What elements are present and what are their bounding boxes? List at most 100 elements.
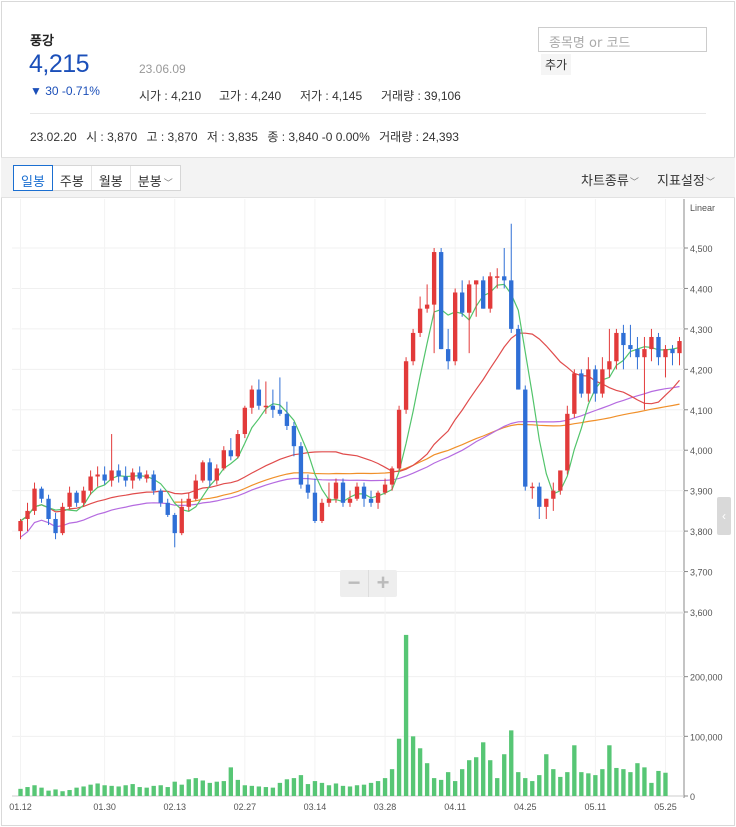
volume-bar <box>537 775 542 796</box>
x-tick-label: 02.27 <box>234 802 257 812</box>
candle-body <box>74 492 79 503</box>
volume-bar <box>123 785 128 796</box>
volume-bar <box>291 778 297 796</box>
candle-body <box>656 336 661 358</box>
candle-body <box>474 280 479 285</box>
candle-body <box>663 349 668 358</box>
high-value: 4,240 <box>251 89 282 103</box>
search-input[interactable]: 종목명 or 코드 <box>538 27 707 52</box>
volume-bar <box>502 754 507 796</box>
volume-bar <box>516 772 521 796</box>
header-divider <box>30 113 706 114</box>
volume-bar <box>158 785 163 796</box>
add-button[interactable]: 추가 <box>541 54 572 75</box>
volume-tick-label: 0 <box>690 792 695 802</box>
candle-body <box>186 498 191 507</box>
volume-bar <box>481 742 486 796</box>
candle-body <box>481 280 486 309</box>
tab-daily[interactable]: 일봉 <box>13 165 53 191</box>
volume-bar <box>424 763 430 796</box>
volume-bar <box>403 634 409 796</box>
volume-tick-label: 100,000 <box>690 732 723 742</box>
volume-bar <box>151 785 156 796</box>
volume-bar <box>523 778 528 796</box>
candle-body <box>200 462 205 481</box>
volume-bar <box>270 787 276 796</box>
chevron-left-icon: ‹ <box>722 509 726 523</box>
hover-open: 시 : 3,870 <box>86 130 138 144</box>
volume-bar <box>67 790 72 796</box>
candle-body <box>396 409 402 469</box>
volume-bar <box>614 767 619 796</box>
volume-value: 39,106 <box>424 89 461 103</box>
candle-body <box>46 498 51 519</box>
candle-body <box>158 490 163 503</box>
volume-bar <box>544 754 549 796</box>
hover-close: 종 : 3,840 -0 0.00% <box>267 130 370 144</box>
volume-bar <box>579 772 584 796</box>
candle-body <box>67 492 72 507</box>
candle-body <box>537 486 542 507</box>
candle-body <box>417 308 423 333</box>
candle-body <box>263 405 269 408</box>
volume-bar <box>249 785 255 796</box>
volume-bar <box>452 781 458 796</box>
volume-bar <box>347 786 353 796</box>
candle-body <box>326 498 332 503</box>
zoom-in-button[interactable]: + <box>376 570 390 595</box>
volume-bar <box>137 787 142 796</box>
price-change: ▼ 30 -0.71% <box>30 84 100 98</box>
volume-bar <box>417 748 423 796</box>
candle-body <box>593 369 598 394</box>
volume-bar <box>172 781 177 796</box>
candle-body <box>60 506 65 534</box>
volume-bar <box>361 784 367 796</box>
hover-high: 고 : 3,870 <box>146 130 198 144</box>
candle-body <box>172 514 177 534</box>
stock-chart[interactable]: Linear 4,500 4,400 4,300 4,200 4,100 4,000 3,90… <box>0 199 736 827</box>
indicator-menu[interactable]: 지표설정﹀ <box>657 170 715 189</box>
hover-info-line: 23.02.20 시 : 3,870 고 : 3,870 저 : 3,835 종… <box>30 128 465 145</box>
volume-bar <box>109 785 114 796</box>
chart-type-menu[interactable]: 차트종류﹀ <box>581 170 639 189</box>
price-tick-label: 3,900 <box>690 487 713 497</box>
ma120-line <box>174 403 680 503</box>
tab-minute-label: 분봉 <box>137 175 162 190</box>
candle-body <box>109 470 114 481</box>
candle-body <box>221 450 226 469</box>
candle-body <box>256 389 262 406</box>
candle-body <box>565 413 570 471</box>
candle-body <box>502 276 507 281</box>
candle-body <box>382 484 388 493</box>
zoom-control: − + <box>340 570 397 597</box>
side-panel-toggle[interactable]: ‹ <box>717 497 731 535</box>
volume-bar <box>256 786 262 796</box>
volume-bar <box>459 769 465 796</box>
high-stat: 고가 : 4,240 <box>219 89 282 103</box>
price-tick-label: 3,600 <box>690 608 713 618</box>
volume-bar <box>607 745 612 796</box>
chart-toolbar: 일봉 주봉 월봉 분봉 ﹀ 차트종류﹀ 지표설정﹀ <box>1 157 735 198</box>
volume-bar <box>74 787 79 796</box>
volume-bar <box>179 784 184 796</box>
candle-body <box>333 482 339 499</box>
candle-body <box>621 332 626 346</box>
price-tick-label: 3,800 <box>690 527 713 537</box>
tab-monthly[interactable]: 월봉 <box>92 166 131 190</box>
tab-minute[interactable]: 분봉 ﹀ <box>131 166 180 190</box>
zoom-out-button[interactable]: − <box>347 570 361 595</box>
volume-bar <box>53 789 58 796</box>
volume-bar <box>445 772 451 796</box>
indicator-label: 지표설정 <box>657 174 705 189</box>
candle-body <box>516 328 521 390</box>
volume-bar <box>39 787 44 796</box>
tab-weekly[interactable]: 주봉 <box>53 166 92 190</box>
x-tick-label: 05.25 <box>654 802 677 812</box>
candle-body <box>123 476 128 481</box>
candle-body <box>249 389 255 408</box>
candle-body <box>389 468 395 485</box>
hover-low: 저 : 3,835 <box>206 130 258 144</box>
volume-bar <box>102 785 107 796</box>
volume-bar <box>312 781 318 796</box>
